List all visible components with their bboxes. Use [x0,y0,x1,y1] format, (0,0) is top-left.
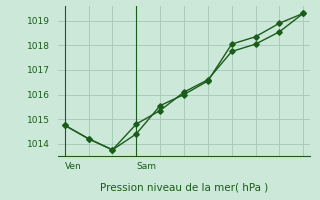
Text: Pression niveau de la mer( hPa ): Pression niveau de la mer( hPa ) [100,183,268,193]
Text: Sam: Sam [136,162,156,171]
Text: Ven: Ven [65,162,82,171]
